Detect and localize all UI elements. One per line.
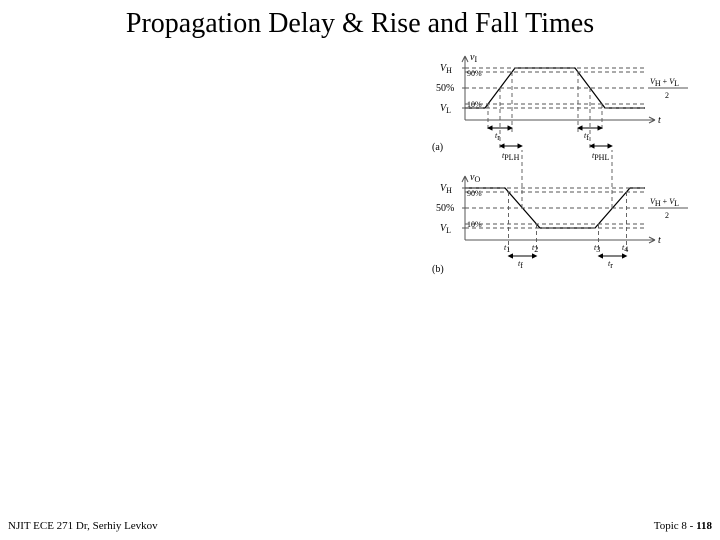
label-10-b: 10% <box>467 220 482 229</box>
label-vi: vI <box>470 52 477 64</box>
mid-formula-a-top: VH + VL <box>650 77 679 88</box>
label-vh-a: VH <box>440 63 452 75</box>
label-vo: vO <box>470 172 480 184</box>
label-t2: t2 <box>532 243 538 254</box>
label-vl-b: VL <box>440 223 451 235</box>
label-90-b: 90% <box>467 189 482 198</box>
panel-b-label: (b) <box>432 264 444 275</box>
label-90-a: 90% <box>467 69 482 78</box>
axis-t-a: t <box>658 115 661 126</box>
footer-left: NJIT ECE 271 Dr, Serhiy Levkov <box>8 520 158 532</box>
label-vl-a: VL <box>440 103 451 115</box>
timing-diagram: vI VH 50% VL 90% 10% t tr tf VH + VL 2 (… <box>430 50 695 292</box>
label-50-a: 50% <box>436 83 454 94</box>
mid-formula-b-top: VH + VL <box>650 197 679 208</box>
slide-title: Propagation Delay & Rise and Fall Times <box>0 8 720 40</box>
mid-formula-a-bot: 2 <box>665 91 669 100</box>
panel-a-label: (a) <box>432 142 443 153</box>
label-vh-b: VH <box>440 183 452 195</box>
label-tphl: tPHL <box>592 151 609 162</box>
label-t4: t4 <box>622 243 628 254</box>
label-tf-b: tf <box>518 259 523 270</box>
footer-right: Topic 8 - 118 <box>654 520 712 532</box>
mid-formula-b-bot: 2 <box>665 211 669 220</box>
label-10-a: 10% <box>467 100 482 109</box>
footer-topic: Topic 8 - <box>654 520 696 532</box>
label-tf-a: tf <box>584 131 589 142</box>
label-t1: t1 <box>504 243 510 254</box>
axis-t-b: t <box>658 235 661 246</box>
label-50-b: 50% <box>436 203 454 214</box>
footer-page: 118 <box>696 520 712 532</box>
label-tr-a: tr <box>495 131 500 142</box>
label-tplh: tPLH <box>502 151 520 162</box>
label-t3: t3 <box>594 243 600 254</box>
label-tr-b: tr <box>608 259 613 270</box>
